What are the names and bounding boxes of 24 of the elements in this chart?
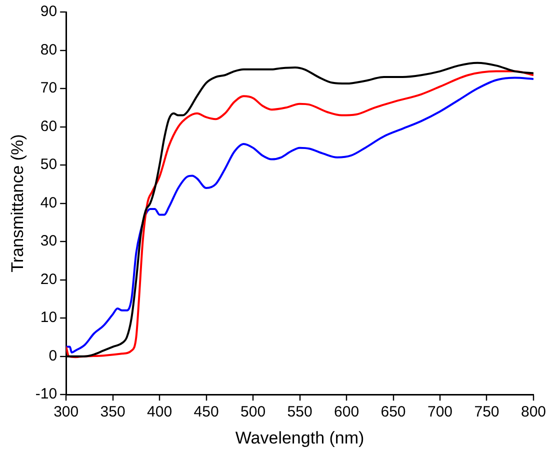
x-tick-label: 750 — [474, 404, 500, 421]
y-tick-label: 80 — [40, 41, 58, 58]
x-axis-title: Wavelength (nm) — [235, 428, 364, 448]
x-tick-label: 350 — [100, 404, 126, 421]
x-tick-label: 600 — [334, 404, 360, 421]
x-tick-label: 400 — [147, 404, 172, 421]
y-axis-title: Transmittance (%) — [8, 134, 27, 272]
y-tick-label: 90 — [40, 3, 58, 20]
y-tick-label: 10 — [40, 309, 58, 326]
x-tick-label: 800 — [520, 404, 546, 421]
x-tick-label: 700 — [427, 404, 453, 421]
y-tick-label: 30 — [40, 232, 58, 250]
x-tick-label: 550 — [287, 404, 312, 421]
x-tick-label: 450 — [194, 404, 219, 421]
y-tick-label: 0 — [48, 347, 58, 364]
x-tick-label: 500 — [240, 404, 266, 421]
y-tick-label: 60 — [40, 118, 58, 135]
y-tick-label: -10 — [35, 386, 58, 403]
x-tick-label: 300 — [54, 404, 79, 421]
y-tick-label: 70 — [40, 80, 58, 97]
x-tick-label: 650 — [380, 404, 406, 421]
y-tick-label: 40 — [40, 194, 58, 212]
y-tick-label: 20 — [40, 270, 58, 288]
y-tick-label: 50 — [40, 156, 58, 174]
